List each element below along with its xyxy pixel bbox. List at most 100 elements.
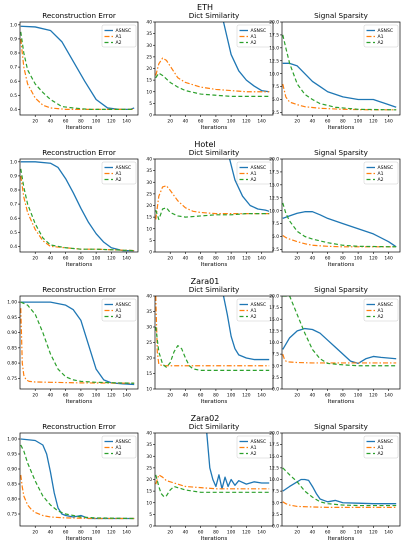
x-tick-label: 80 xyxy=(340,119,346,125)
panel-title: Reconstruction Error xyxy=(42,148,116,157)
x-tick-label: 80 xyxy=(213,256,219,262)
y-tick-label: 0.90 xyxy=(7,467,17,473)
panel-title: Dict Similarity xyxy=(189,11,240,20)
subplot: Reconstruction Error 20 40 60 80 100 120 140 0.7… xyxy=(7,285,139,405)
series-line-asnsc xyxy=(282,478,397,505)
x-tick-label: 40 xyxy=(183,119,189,125)
series-line-a1 xyxy=(155,474,270,490)
series-line-a1 xyxy=(20,38,135,110)
legend-label: A1 xyxy=(116,34,122,40)
y-tick-label: 20.0 xyxy=(269,20,279,26)
x-tick-label: 40 xyxy=(183,530,189,536)
x-tick-label: 60 xyxy=(63,393,69,399)
x-tick-label: 100 xyxy=(92,119,101,125)
legend-label: ASNSC xyxy=(116,439,132,445)
plot-frame xyxy=(281,21,401,116)
legend-label: ASNSC xyxy=(378,28,394,34)
group-title: Zara01 xyxy=(191,277,220,286)
y-tick-label: 7.5 xyxy=(272,84,279,90)
y-tick-label: 0 xyxy=(149,113,152,119)
y-tick-label: 15.0 xyxy=(269,454,279,460)
x-tick-label: 120 xyxy=(242,393,251,399)
x-tick-label: 120 xyxy=(242,119,251,125)
plot-frame xyxy=(154,295,274,390)
x-tick-label: 80 xyxy=(340,256,346,262)
series-line-a2 xyxy=(155,72,270,97)
x-tick-label: 40 xyxy=(183,256,189,262)
x-tick-label: 60 xyxy=(325,119,331,125)
series-line-a2 xyxy=(155,474,270,498)
legend-label: A2 xyxy=(116,451,122,457)
y-tick-label: 0.0 xyxy=(272,387,279,393)
series-line-a2 xyxy=(282,202,397,248)
subplot: Reconstruction Error 20 40 60 80 100 120 140 0.4… xyxy=(10,148,139,268)
legend-label: A2 xyxy=(251,451,257,457)
y-tick-label: 17.5 xyxy=(269,305,279,311)
legend-label: A2 xyxy=(378,451,384,457)
y-tick-label: 40 xyxy=(146,294,152,300)
x-tick-label: 40 xyxy=(48,530,54,536)
x-axis-label: Iterations xyxy=(66,125,93,131)
x-tick-label: 80 xyxy=(78,256,84,262)
series-line-a1 xyxy=(20,474,135,520)
y-tick-label: 7.5 xyxy=(272,352,279,358)
legend-label: A2 xyxy=(251,40,257,46)
y-tick-label: 1.00 xyxy=(7,437,17,443)
x-tick-label: 20 xyxy=(167,530,173,536)
legend-label: A1 xyxy=(378,445,384,451)
y-tick-label: 20.0 xyxy=(269,431,279,437)
subplot: Dict Similarity 20 40 60 80 100 120 140 0 5 10 15 20… xyxy=(146,148,274,268)
legend-label: A1 xyxy=(378,308,384,314)
subplot: Reconstruction Error 20 40 60 80 100 120 140 0.7… xyxy=(7,422,139,542)
x-tick-label: 140 xyxy=(122,256,131,262)
x-tick-label: 100 xyxy=(354,119,363,125)
y-tick-label: 1.0 xyxy=(10,159,17,165)
x-tick-label: 140 xyxy=(122,393,131,399)
series-line-a2 xyxy=(20,444,135,520)
x-tick-label: 40 xyxy=(183,393,189,399)
x-tick-label: 100 xyxy=(227,393,236,399)
y-tick-label: 35 xyxy=(146,442,152,448)
x-tick-label: 60 xyxy=(63,530,69,536)
x-tick-label: 140 xyxy=(122,530,131,536)
legend-label: ASNSC xyxy=(251,165,267,171)
x-tick-label: 60 xyxy=(325,530,331,536)
y-tick-label: 0.4 xyxy=(10,244,17,250)
x-tick-label: 80 xyxy=(78,530,84,536)
subplot: Dict Similarity 20 40 60 80 100 120 140 10 15 20 25… xyxy=(146,285,274,405)
legend-label: A2 xyxy=(378,177,384,183)
plot-frame xyxy=(281,432,401,527)
legend-label: A1 xyxy=(116,171,122,177)
series-line-a2 xyxy=(20,301,135,384)
panel-title: Reconstruction Error xyxy=(42,285,116,294)
y-tick-label: 0.8 xyxy=(10,188,17,194)
x-axis-label: Iterations xyxy=(66,399,93,405)
plot-frame xyxy=(19,158,139,253)
legend-label: A2 xyxy=(251,177,257,183)
x-tick-label: 80 xyxy=(340,530,346,536)
y-tick-label: 0.5 xyxy=(10,93,17,99)
y-tick-label: 25 xyxy=(146,54,152,60)
y-tick-label: 7.5 xyxy=(272,221,279,227)
subplot: Signal Sparsity 20 40 60 80 100 120 140 2.5 5.0 7.… xyxy=(269,11,401,131)
y-tick-label: 5.0 xyxy=(272,97,279,103)
x-tick-label: 140 xyxy=(257,530,266,536)
panel-title: Reconstruction Error xyxy=(42,11,116,20)
y-tick-label: 5 xyxy=(149,238,152,244)
x-tick-label: 120 xyxy=(369,530,378,536)
x-tick-label: 140 xyxy=(384,530,393,536)
y-tick-label: 0 xyxy=(149,250,152,256)
y-tick-label: 15 xyxy=(146,371,152,377)
x-tick-label: 80 xyxy=(78,119,84,125)
series-line-a1 xyxy=(155,185,270,220)
x-tick-label: 100 xyxy=(92,393,101,399)
y-tick-label: 35 xyxy=(146,168,152,174)
group-title: ETH xyxy=(197,3,213,12)
y-tick-label: 15.0 xyxy=(269,45,279,51)
plot-frame xyxy=(19,295,139,390)
x-tick-label: 100 xyxy=(354,256,363,262)
